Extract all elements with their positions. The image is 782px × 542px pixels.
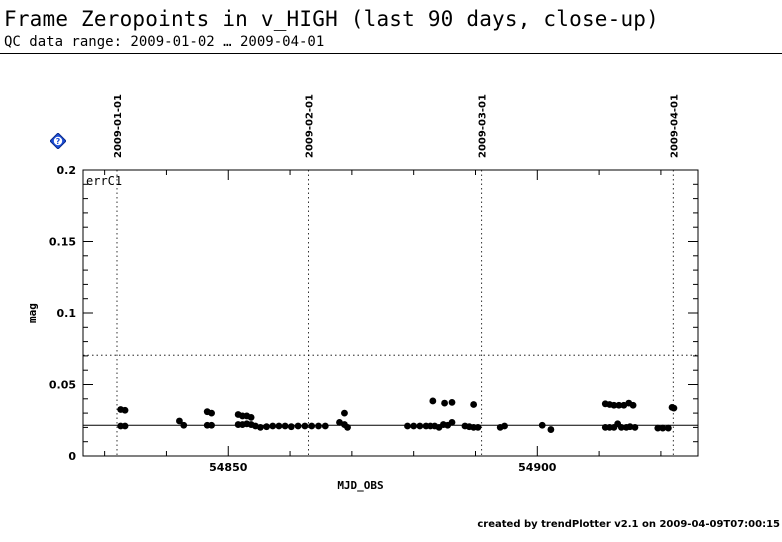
- header-divider: [0, 53, 782, 54]
- data-point: [664, 424, 672, 432]
- help-icon[interactable]: ?: [49, 132, 67, 150]
- x-tick-label: 54900: [518, 461, 557, 474]
- chart-labels: 2009-01-01 2009-02-01 2009-03-01 2009-04-01…: [26, 94, 680, 492]
- data-point: [610, 401, 618, 409]
- data-point: [315, 422, 322, 430]
- data-point: [547, 426, 555, 433]
- data-point: [341, 409, 348, 417]
- data-point: [615, 401, 623, 409]
- data-point: [631, 424, 639, 431]
- date-marker-label: 2009-03-01: [478, 94, 489, 158]
- data-point: [344, 424, 351, 431]
- date-marker-label: 2009-01-01: [113, 94, 124, 158]
- y-tick-label: 0.15: [49, 236, 76, 249]
- date-marker-label: 2009-02-01: [305, 94, 316, 158]
- plot-frame: [82, 169, 699, 457]
- data-point: [208, 409, 215, 417]
- data-point: [275, 422, 283, 430]
- data-point: [470, 401, 478, 408]
- chart-axes: [82, 169, 699, 457]
- y-tick-label: 0.05: [49, 379, 76, 392]
- data-point: [121, 406, 129, 414]
- data-point: [256, 424, 264, 431]
- data-point: [263, 423, 270, 431]
- data-point: [308, 422, 316, 430]
- data-point: [501, 422, 508, 430]
- data-point: [429, 397, 437, 405]
- data-point: [474, 424, 482, 431]
- data-point: [448, 418, 456, 426]
- data-point: [659, 424, 667, 432]
- data-point: [301, 422, 309, 430]
- data-point: [208, 421, 215, 429]
- x-axis-title: MJD_OBS: [337, 479, 383, 492]
- data-point: [121, 422, 129, 430]
- data-point: [269, 422, 277, 430]
- data-points: [117, 397, 678, 433]
- data-point: [404, 422, 411, 430]
- y-tick-label: 0.2: [57, 164, 77, 177]
- data-point: [410, 422, 418, 430]
- date-marker-label: 2009-04-01: [669, 94, 680, 158]
- data-point: [176, 417, 183, 425]
- data-point: [670, 404, 678, 412]
- reference-lines: [83, 354, 698, 426]
- y-tick-label: 0.1: [57, 307, 77, 320]
- data-point: [617, 424, 625, 431]
- data-point: [247, 413, 255, 421]
- data-point: [654, 424, 662, 432]
- data-point: [287, 423, 295, 431]
- data-point: [180, 421, 188, 429]
- x-tick-label: 54850: [209, 461, 248, 474]
- data-point: [441, 399, 448, 407]
- data-point: [281, 422, 289, 430]
- page-title: Frame Zeropoints in v_HIGH (last 90 days…: [4, 7, 659, 31]
- data-point: [629, 401, 637, 409]
- data-point: [294, 422, 302, 430]
- help-glyph: ?: [56, 137, 61, 146]
- page-subtitle: QC data range: 2009-01-02 … 2009-04-01: [4, 34, 325, 50]
- footer-credit: created by trendPlotter v2.1 on 2009-04-…: [477, 519, 780, 530]
- panel-label: errC1: [86, 174, 122, 188]
- data-point: [416, 422, 424, 430]
- data-point: [538, 421, 546, 429]
- y-tick-label: 0: [68, 450, 76, 463]
- y-axis-title: mag: [26, 303, 39, 323]
- data-point: [448, 398, 456, 406]
- chart-grid: [116, 170, 674, 456]
- data-point: [321, 422, 329, 430]
